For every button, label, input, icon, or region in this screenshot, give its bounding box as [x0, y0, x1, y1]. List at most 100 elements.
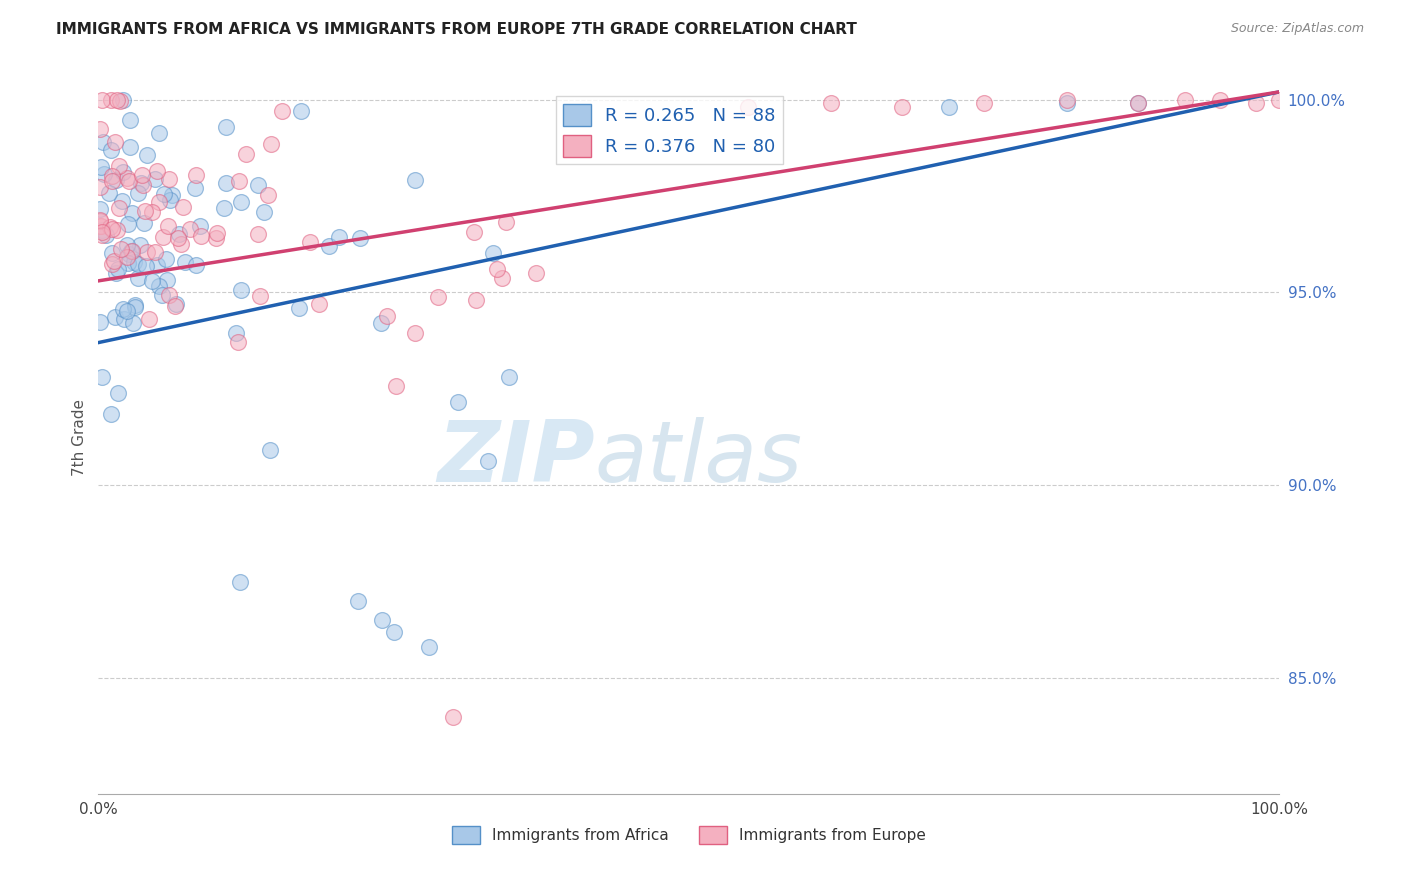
Point: [141, 274, 163, 288]
Point: [153, 186, 176, 201]
Point: [404, 173, 426, 187]
Point: [404, 326, 426, 340]
Point: [418, 640, 440, 655]
Point: [104, 310, 127, 324]
Point: [447, 395, 470, 409]
Point: [120, 139, 142, 153]
Point: [160, 188, 183, 202]
Point: [298, 235, 321, 249]
Point: [89, 315, 111, 329]
Point: [737, 100, 759, 114]
Point: [100, 407, 122, 421]
Point: [104, 267, 127, 281]
Point: [370, 317, 392, 331]
Point: [152, 230, 174, 244]
Point: [91, 370, 114, 384]
Point: [491, 271, 513, 285]
Point: [111, 301, 134, 316]
Point: [308, 296, 330, 310]
Point: [441, 710, 464, 724]
Point: [104, 135, 127, 149]
Point: [91, 228, 114, 243]
Point: [973, 96, 995, 111]
Point: [172, 201, 194, 215]
Point: [287, 301, 309, 315]
Point: [90, 226, 112, 240]
Point: [188, 219, 211, 233]
Point: [124, 255, 146, 269]
Point: [131, 168, 153, 182]
Point: [249, 289, 271, 303]
Point: [91, 223, 114, 237]
Point: [141, 205, 163, 219]
Point: [385, 379, 408, 393]
Point: [105, 173, 128, 187]
Point: [138, 312, 160, 326]
Point: [938, 100, 960, 114]
Point: [159, 172, 181, 186]
Point: [124, 298, 146, 312]
Point: [165, 296, 187, 310]
Point: [101, 257, 124, 271]
Point: [129, 176, 152, 190]
Point: [157, 288, 180, 302]
Point: [1268, 93, 1291, 107]
Point: [107, 386, 129, 401]
Point: [115, 170, 138, 185]
Point: [186, 258, 208, 272]
Point: [90, 219, 112, 234]
Point: [229, 284, 252, 298]
Point: [124, 300, 146, 314]
Point: [495, 215, 517, 229]
Point: [118, 247, 141, 261]
Point: [90, 93, 112, 107]
Point: [259, 442, 281, 457]
Point: [229, 195, 252, 210]
Point: [371, 613, 394, 627]
Point: [205, 231, 228, 245]
Point: [463, 225, 485, 239]
Point: [1126, 96, 1149, 111]
Point: [155, 252, 177, 266]
Point: [349, 231, 371, 245]
Point: [117, 256, 139, 270]
Point: [226, 335, 249, 350]
Y-axis label: 7th Grade: 7th Grade: [72, 399, 87, 475]
Point: [110, 94, 132, 108]
Legend: Immigrants from Africa, Immigrants from Europe: Immigrants from Africa, Immigrants from …: [446, 820, 932, 850]
Point: [120, 113, 142, 128]
Point: [820, 96, 842, 111]
Point: [120, 244, 142, 258]
Point: [246, 178, 269, 192]
Point: [225, 326, 247, 340]
Point: [135, 259, 157, 273]
Point: [157, 219, 180, 233]
Point: [112, 93, 135, 107]
Point: [179, 222, 201, 236]
Point: [215, 120, 238, 135]
Point: [127, 186, 149, 200]
Point: [91, 135, 114, 149]
Point: [426, 290, 449, 304]
Point: [1244, 96, 1267, 111]
Point: [318, 239, 340, 253]
Point: [115, 238, 138, 252]
Point: [184, 180, 207, 194]
Point: [121, 206, 143, 220]
Point: [1126, 96, 1149, 111]
Point: [98, 186, 121, 201]
Point: [134, 203, 156, 218]
Point: [290, 103, 312, 118]
Point: [118, 174, 141, 188]
Point: [115, 304, 138, 318]
Point: [260, 136, 283, 151]
Text: IMMIGRANTS FROM AFRICA VS IMMIGRANTS FROM EUROPE 7TH GRADE CORRELATION CHART: IMMIGRANTS FROM AFRICA VS IMMIGRANTS FRO…: [56, 22, 858, 37]
Point: [235, 147, 257, 161]
Point: [163, 299, 186, 313]
Point: [229, 574, 252, 589]
Point: [101, 173, 124, 187]
Point: [128, 237, 150, 252]
Point: [375, 310, 398, 324]
Point: [190, 229, 212, 244]
Point: [524, 266, 547, 280]
